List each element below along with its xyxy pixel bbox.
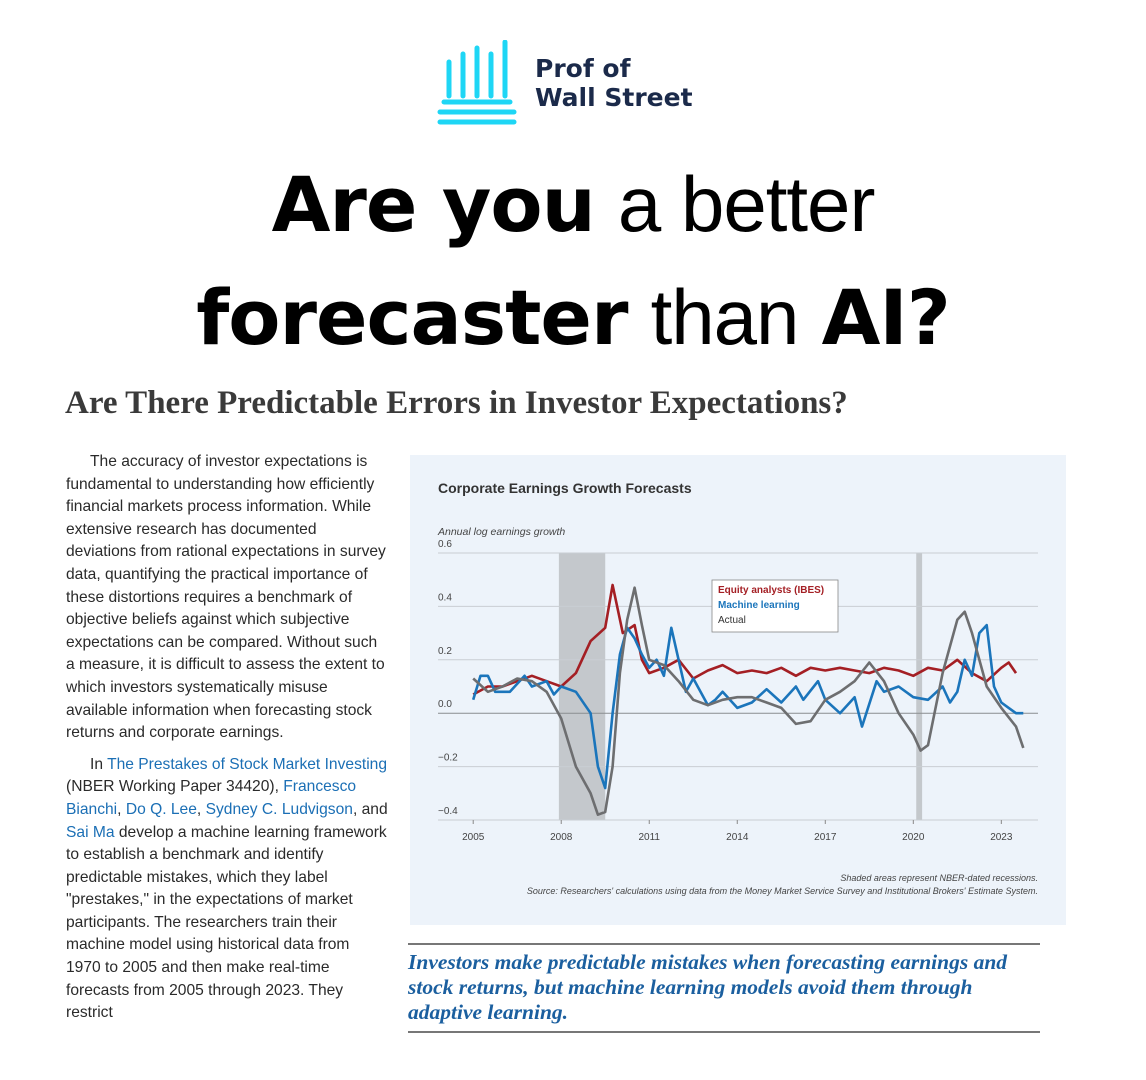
x-tick-label: 2011 bbox=[638, 832, 660, 843]
chart-note: Shaded areas represent NBER-dated recess… bbox=[840, 873, 1038, 883]
chart: Corporate Earnings Growth Forecasts Annu… bbox=[410, 455, 1066, 925]
text: , bbox=[117, 800, 126, 818]
legend-box bbox=[711, 579, 839, 633]
brand-line: Prof of bbox=[535, 54, 631, 83]
y-tick-label: 0.0 bbox=[438, 699, 452, 710]
legend-entry: Machine learning bbox=[718, 600, 800, 611]
pull-quote: Investors make predictable mistakes when… bbox=[408, 950, 1008, 1024]
brand-line: Wall Street bbox=[535, 83, 693, 112]
text: , bbox=[196, 800, 206, 818]
logo-icon bbox=[437, 40, 517, 125]
y-tick-label: 0.4 bbox=[438, 592, 452, 603]
x-tick-label: 2005 bbox=[462, 832, 485, 843]
x-tick-label: 2014 bbox=[726, 832, 749, 843]
headline-segment: than bbox=[650, 273, 800, 361]
legend-entry: Actual bbox=[718, 615, 746, 626]
article-body: The accuracy of investor expectations is… bbox=[66, 451, 388, 1034]
text: (NBER Working Paper 34420), bbox=[66, 778, 284, 796]
text: The accuracy of investor expectations is… bbox=[66, 453, 386, 742]
chart-note: Source: Researchers' calculations using … bbox=[527, 886, 1038, 896]
legend-entry: Equity analysts (IBES) bbox=[718, 585, 824, 596]
headline-segment: AI? bbox=[821, 273, 951, 362]
link[interactable]: Sydney C. Ludvigson bbox=[205, 800, 353, 818]
paragraph: In The Prestakes of Stock Market Investi… bbox=[66, 754, 388, 1025]
headline-line: Are you a better bbox=[0, 148, 1146, 261]
line bbox=[471, 623, 1024, 790]
x-tick-label: 2023 bbox=[990, 832, 1013, 843]
article-title: Are There Predictable Errors in Investor… bbox=[65, 385, 848, 421]
y-tick-label: 0.2 bbox=[438, 646, 452, 657]
text: In bbox=[90, 755, 108, 773]
y-tick-label: −0.4 bbox=[438, 806, 458, 817]
x-tick-label: 2017 bbox=[814, 832, 837, 843]
x-tick-label: 2020 bbox=[902, 832, 925, 843]
line bbox=[472, 586, 1025, 816]
paragraph: The accuracy of investor expectations is… bbox=[66, 451, 388, 745]
link[interactable]: Do Q. Lee bbox=[125, 800, 197, 818]
link[interactable]: The Prestakes of Stock Market Investing bbox=[107, 755, 388, 773]
y-axis-label: Annual log earnings growth bbox=[437, 526, 565, 538]
headline-line: forecaster than AI? bbox=[0, 261, 1146, 374]
line bbox=[472, 583, 1018, 696]
y-tick-label: −0.2 bbox=[438, 753, 458, 764]
chart-title: Corporate Earnings Growth Forecasts bbox=[438, 480, 692, 496]
headline: Are you a better forecaster than AI? bbox=[0, 148, 1146, 374]
headline-segment: Are you bbox=[271, 160, 596, 249]
pull-quote-box: Investors make predictable mistakes when… bbox=[408, 943, 1040, 1033]
recession-band bbox=[916, 553, 923, 820]
link[interactable]: Sai Ma bbox=[66, 823, 115, 841]
headline-segment: forecaster bbox=[196, 273, 628, 362]
text: develop a machine learning framework to … bbox=[66, 823, 387, 1022]
link[interactable]: Francesco Bianchi bbox=[66, 778, 357, 818]
y-tick-label: 0.6 bbox=[438, 539, 452, 550]
x-tick-label: 2008 bbox=[550, 832, 573, 843]
headline-segment: a better bbox=[617, 160, 876, 248]
text: , and bbox=[352, 800, 388, 818]
